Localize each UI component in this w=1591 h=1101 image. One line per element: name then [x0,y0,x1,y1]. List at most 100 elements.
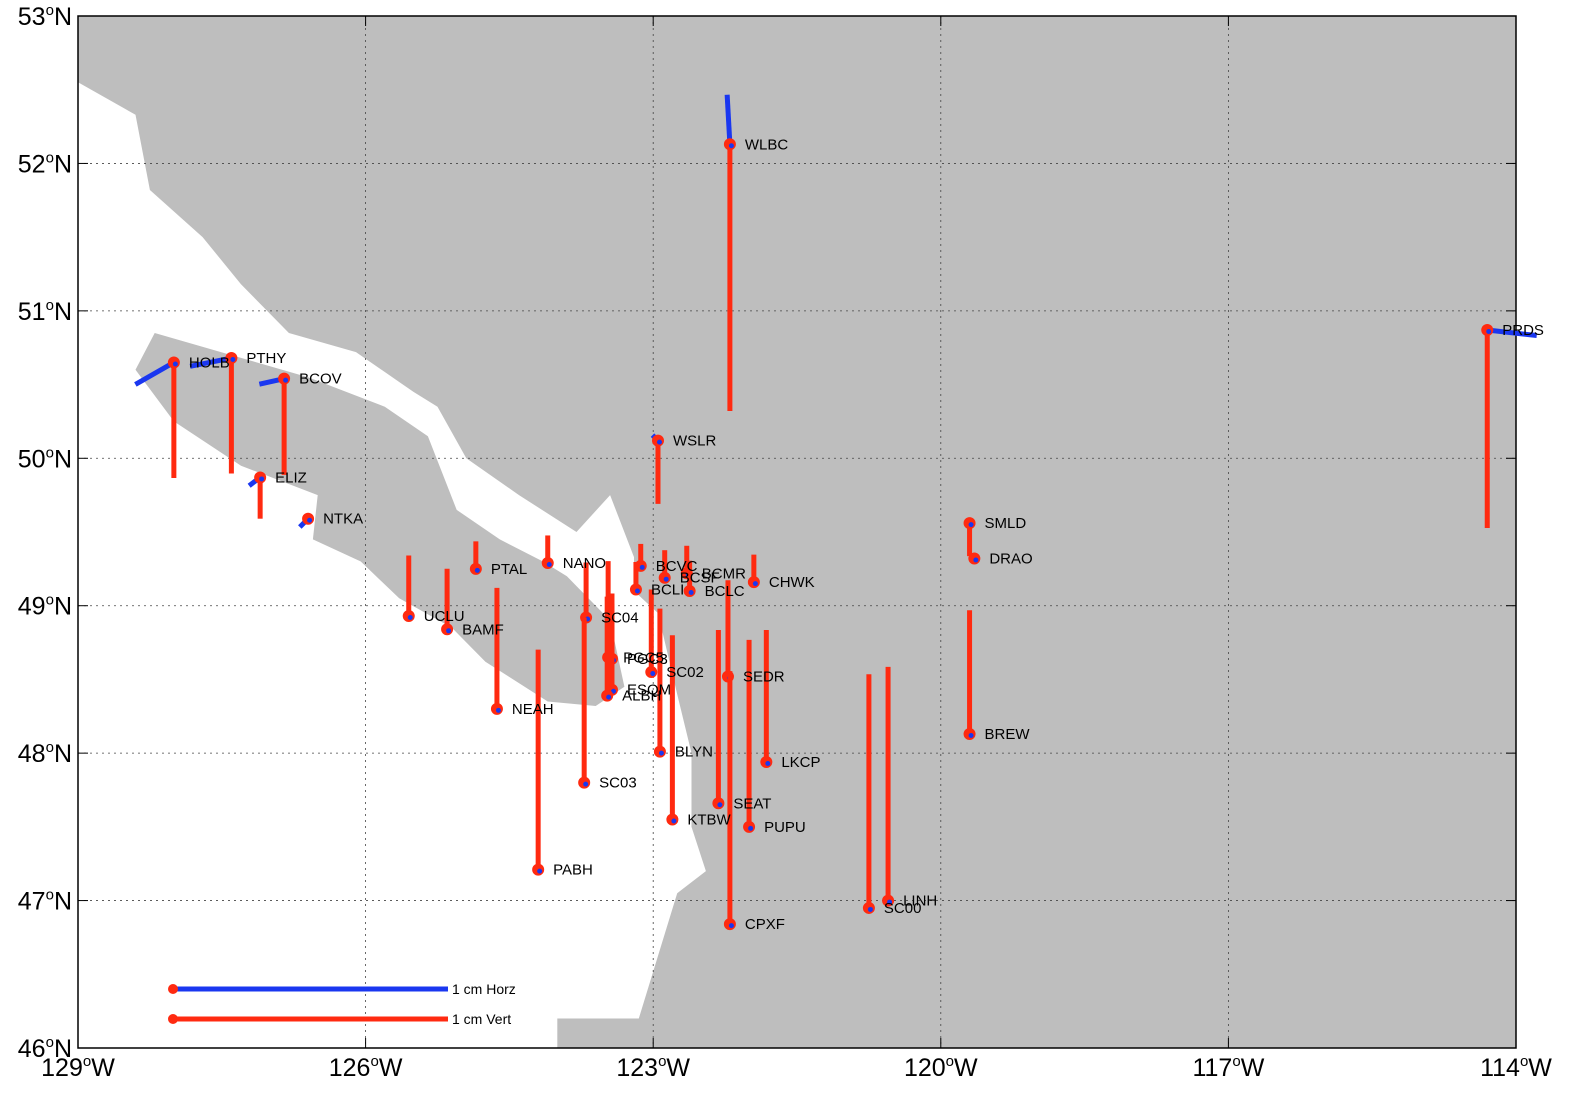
site-labels: WLBC PRDS HOLB PTHY BCOV WSLR ELIZ NTKA SMLD DRAO… [189,136,1544,933]
site-seat [712,630,725,810]
site-label: BCOV [299,371,342,388]
site-marker-center [259,476,265,482]
site-label: SMLD [985,515,1027,532]
site-chwk [747,554,760,589]
site-marker-center [230,357,236,363]
site-marker-center [495,707,501,713]
vancouver-island-water-channel [135,333,625,706]
site-label: BCLC [705,583,745,600]
site-label: CHWK [769,574,815,591]
site-marker-center [606,694,612,700]
site-marker-center [663,576,669,582]
site-marker-center [752,581,758,587]
site-marker-center [656,439,662,445]
site-label: PGC3 [627,651,668,668]
lon-tick-label: 126oW [329,1053,403,1082]
site-ntka [298,512,315,529]
site-bcsf [658,550,671,584]
site-label: SEDR [743,668,785,685]
site-label: UCLU [424,608,465,625]
site-label: LINH [903,893,937,910]
site-ktbw [666,635,679,826]
site-label: NANO [563,555,606,572]
horizontal-vector [1486,327,1538,339]
site-label: SC03 [599,775,637,792]
site-eliz [247,471,267,519]
site-wslr [650,433,664,504]
site-marker-center [671,818,677,824]
site-label: PABH [553,862,593,879]
site-smld [963,517,976,557]
site-marker-center [446,628,452,634]
site-marker-center [688,589,694,595]
site-brew [963,610,976,740]
site-label: ESQM [627,682,671,699]
site-label: WSLR [673,433,717,450]
site-marker-center [172,361,178,367]
lat-tick-label: 47oN [18,887,72,916]
lat-tick-label: 52oN [18,149,72,178]
site-label: SC04 [601,610,639,627]
site-nano [541,535,554,569]
site-pthy [189,352,238,474]
horizontal-vector [189,355,232,369]
site-label: NEAH [512,701,554,718]
site-label: BCLI [651,581,684,598]
lon-tick-label: 114oW [1480,1053,1552,1082]
lat-tick-label: 46oN [18,1034,72,1063]
site-marker-center [1486,329,1492,335]
site-ptal [469,541,482,575]
lat-tick-label: 48oN [18,739,72,768]
site-marker-center [968,732,974,738]
longitude-labels: 129oW 126oW 123oW 120oW 117oW 114oW [41,1053,1552,1082]
site-marker-center [887,899,893,905]
site-albh [601,596,614,702]
site-uclu [402,555,415,623]
lon-tick-label: 120oW [904,1053,978,1082]
horizontal-vector [724,94,733,145]
axis-ticks [77,15,1517,1049]
site-marker-center [639,564,645,570]
legend-horz-label: 1 cm Horz [452,981,516,997]
site-label: ELIZ [275,469,307,486]
site-wlbc [723,94,736,412]
site-bcov [258,372,291,475]
site-label: HOLB [189,354,230,371]
lon-tick-label: 117oW [1192,1053,1264,1082]
site-label: PGC5 [623,649,664,666]
site-marker-center [717,802,723,808]
site-marker-center [728,923,734,929]
lon-tick-label: 123oW [616,1053,690,1082]
site-label: PTHY [246,350,286,367]
site-marker-center [474,567,480,573]
site-marker-center [546,561,552,567]
lat-tick-label: 53oN [18,2,72,31]
site-label: BCMR [702,565,746,582]
lat-tick-label: 51oN [18,297,72,326]
site-sc00 [862,674,875,914]
legend-vert-label: 1 cm Vert [452,1011,511,1027]
site-marker-center [634,588,640,594]
map-plot-area [78,16,1516,1048]
site-marker-center [650,671,656,677]
site-marker-center [537,868,543,874]
site-label: BCSF [680,570,720,587]
site-marker-center [283,377,289,383]
site-label: PTAL [491,561,527,578]
site-vectors [134,94,1538,931]
site-label: NTKA [323,511,363,528]
site-marker-center [728,143,734,149]
site-holb [134,356,180,478]
site-marker-center [973,557,979,563]
site-label: DRAO [989,551,1032,568]
site-label: KTBW [687,811,731,828]
horizontal-vector [134,360,176,387]
site-label: BREW [985,726,1031,743]
legend-horz-dot [168,984,178,994]
lon-tick-label: 129oW [41,1053,115,1082]
site-sc03 [578,617,591,789]
site-blyn [653,608,666,758]
site-sc02 [645,589,658,679]
site-label: SC02 [666,664,704,681]
